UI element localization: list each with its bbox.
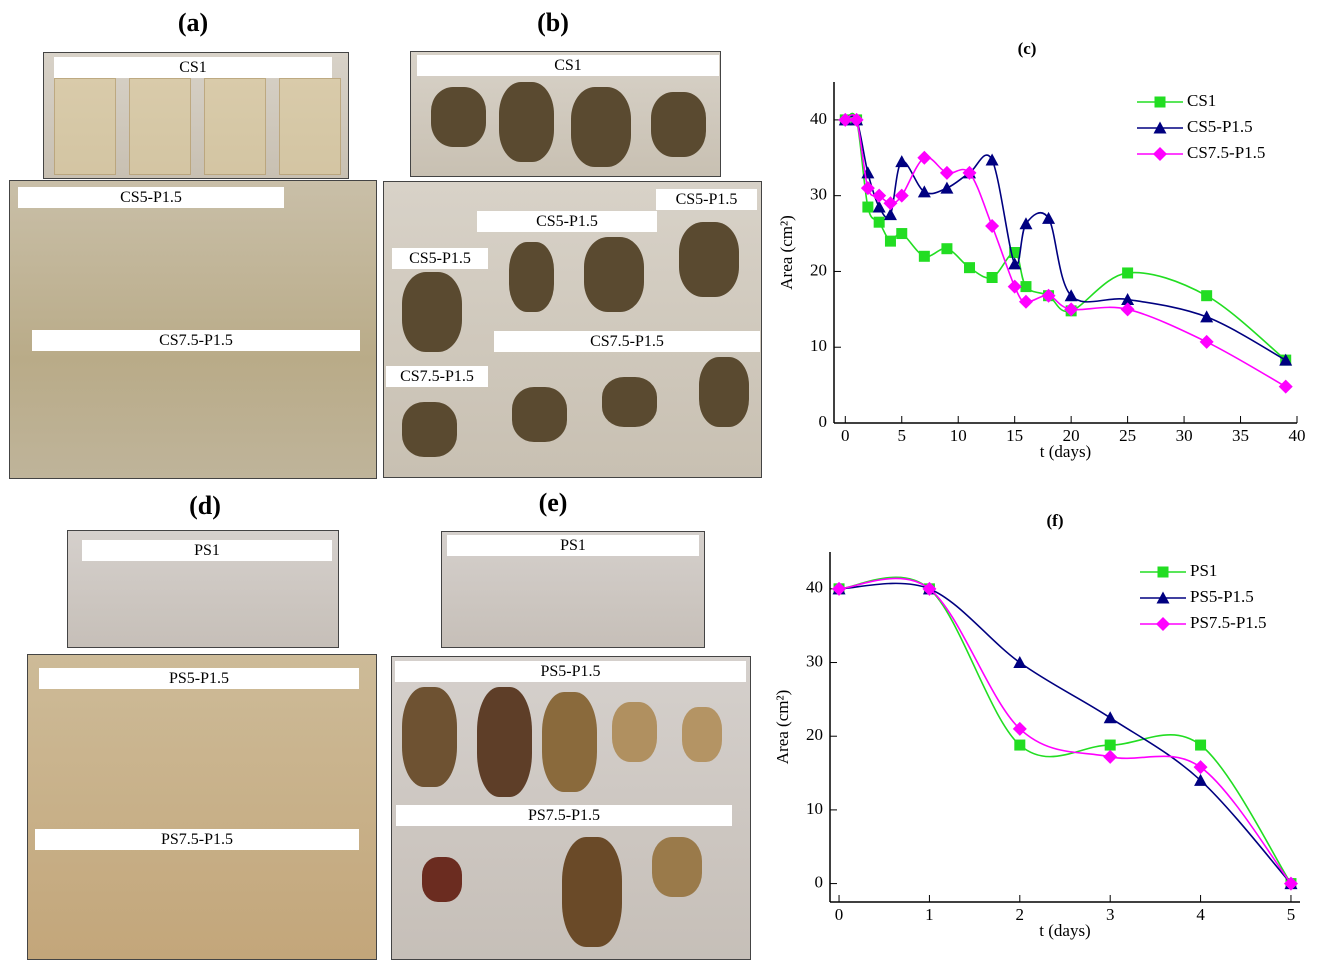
data-point: [1279, 380, 1293, 394]
x-tick-label: 5: [1287, 905, 1296, 924]
y-tick-label: 40: [810, 109, 827, 128]
x-tick-label: 1: [925, 905, 934, 924]
data-point: [985, 219, 999, 233]
y-tick-label: 30: [810, 185, 827, 204]
x-tick-label: 3: [1106, 905, 1115, 924]
data-point: [1201, 290, 1212, 301]
data-point: [1020, 281, 1031, 292]
x-tick-label: 15: [1006, 426, 1023, 445]
data-point: [1200, 310, 1213, 322]
x-tick-label: 2: [1016, 905, 1025, 924]
data-point: [1019, 295, 1033, 309]
x-tick-label: 35: [1232, 426, 1249, 445]
x-tick-label: 0: [841, 426, 850, 445]
data-point: [987, 272, 998, 283]
data-point: [896, 228, 907, 239]
data-point: [1104, 711, 1117, 723]
x-axis-label: t (days): [1039, 921, 1090, 940]
data-point: [1122, 267, 1133, 278]
data-point: [883, 196, 897, 210]
legend-label: CS1: [1187, 91, 1216, 110]
legend-marker: [1153, 147, 1167, 161]
x-tick-label: 5: [898, 426, 907, 445]
y-tick-label: 0: [815, 872, 824, 891]
data-point: [1200, 335, 1214, 349]
x-tick-label: 10: [950, 426, 967, 445]
charts: (c)0510152025303540010203040t (days)Area…: [0, 0, 1317, 960]
y-tick-label: 10: [806, 799, 823, 818]
x-axis-label: t (days): [1040, 442, 1091, 461]
legend-marker: [1156, 617, 1170, 631]
legend-label: PS1: [1190, 561, 1217, 580]
legend-label: PS5-P1.5: [1190, 587, 1254, 606]
x-tick-label: 40: [1289, 426, 1306, 445]
y-tick-label: 20: [806, 725, 823, 744]
data-point: [940, 166, 954, 180]
legend-marker: [1155, 97, 1166, 108]
x-tick-label: 4: [1196, 905, 1205, 924]
data-point: [1195, 740, 1206, 751]
data-point: [874, 217, 885, 228]
y-tick-label: 0: [819, 412, 828, 431]
data-point: [885, 236, 896, 247]
legend-label: CS5-P1.5: [1187, 117, 1253, 136]
data-point: [1008, 280, 1022, 294]
y-tick-label: 40: [806, 578, 823, 597]
data-point: [940, 182, 953, 194]
y-axis-label: Area (cm²): [773, 690, 792, 764]
x-tick-label: 30: [1176, 426, 1193, 445]
data-point: [1105, 740, 1116, 751]
data-point: [1103, 750, 1117, 764]
data-point: [895, 155, 908, 167]
y-tick-label: 30: [806, 651, 823, 670]
data-point: [919, 251, 930, 262]
y-axis-label: Area (cm²): [777, 215, 796, 289]
figure: (a) CS1 CS5-P1.5 CS7.5-P1.5 (b) CS1 CS5-…: [0, 0, 1317, 960]
data-point: [1194, 760, 1208, 774]
data-point: [862, 202, 873, 213]
data-point: [1014, 740, 1025, 751]
legend-label: CS7.5-P1.5: [1187, 143, 1265, 162]
legend-label: PS7.5-P1.5: [1190, 613, 1267, 632]
data-point: [964, 262, 975, 273]
legend-marker: [1158, 567, 1169, 578]
data-point: [1065, 289, 1078, 301]
x-tick-label: 25: [1119, 426, 1136, 445]
y-tick-label: 20: [810, 260, 827, 279]
chart-title: (f): [1047, 511, 1064, 530]
data-point: [941, 243, 952, 254]
data-point: [1013, 656, 1026, 668]
x-tick-label: 0: [835, 905, 844, 924]
chart-title: (c): [1018, 39, 1037, 58]
y-tick-label: 10: [810, 336, 827, 355]
